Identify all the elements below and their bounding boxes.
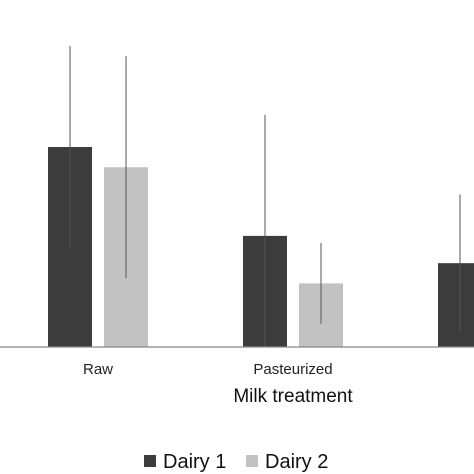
legend-swatch-dairy-2 bbox=[246, 455, 258, 467]
x-axis-title: Milk treatment bbox=[233, 386, 353, 407]
x-tick-labels: RawPasteurizedU bbox=[83, 361, 333, 378]
legend-label-dairy-2: Dairy 2 bbox=[265, 451, 328, 473]
bars-layer bbox=[48, 147, 474, 347]
legend-swatch-dairy-1 bbox=[144, 455, 156, 467]
legend-label-dairy-1: Dairy 1 bbox=[163, 451, 226, 473]
x-tick-label-pasteurized: Pasteurized bbox=[253, 361, 332, 378]
error-bars-layer bbox=[69, 46, 461, 347]
legend: Dairy 1 Dairy 2 bbox=[144, 451, 328, 473]
bar-dairy-1-u bbox=[438, 263, 474, 347]
x-tick-label-raw: Raw bbox=[83, 361, 113, 378]
